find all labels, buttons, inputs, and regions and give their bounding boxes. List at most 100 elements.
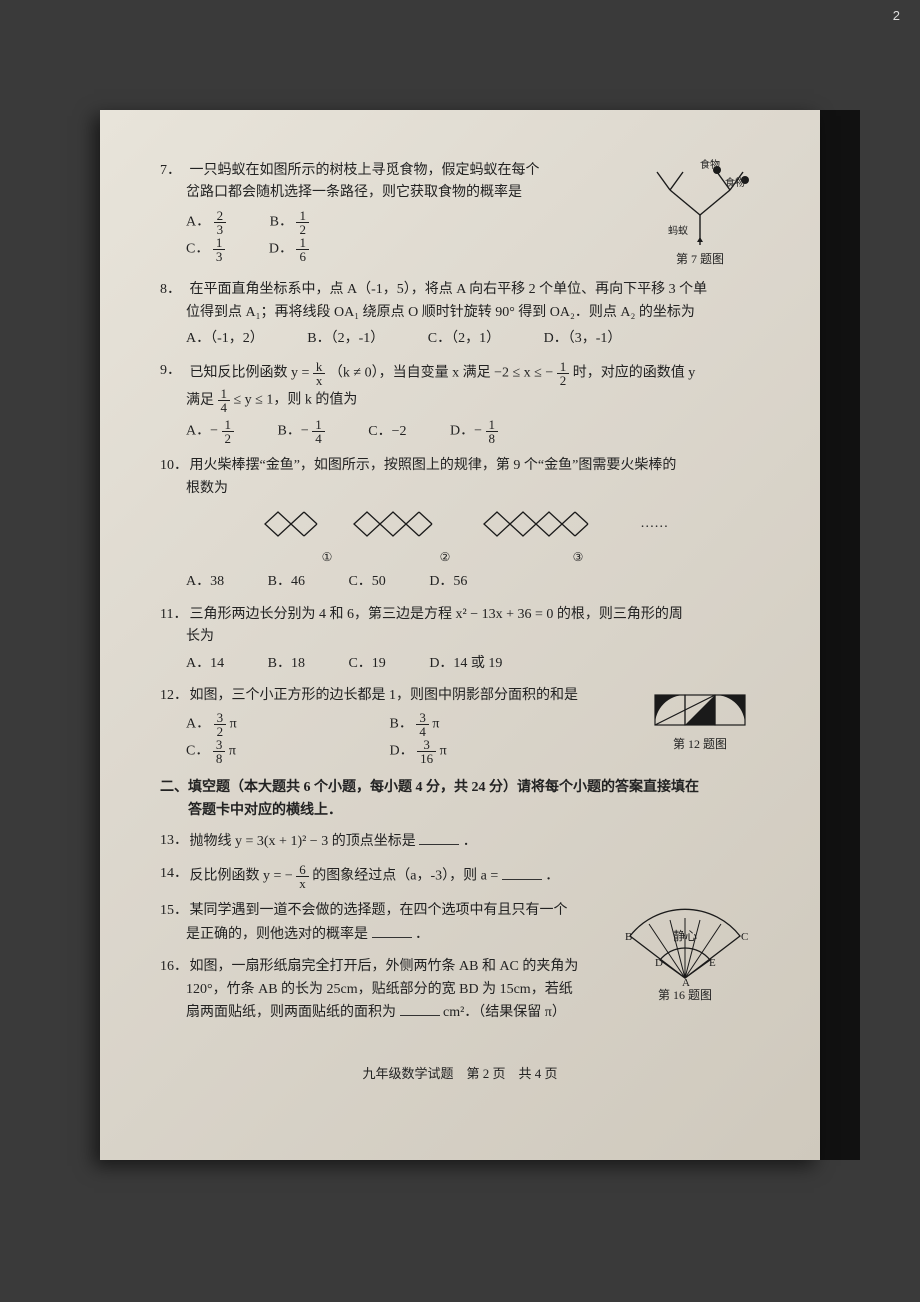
q10-optB: B．46 (268, 571, 305, 593)
q12-optC: C． 38 π (186, 738, 386, 765)
page-footer: 九年级数学试题 第 2 页 共 4 页 (160, 1064, 760, 1085)
q9-optD: D．− 18 (450, 418, 498, 445)
q7-optD: D． 16 (269, 236, 309, 263)
q12-options: A． 32 π B． 34 π C． 38 π D． 316 π (186, 711, 606, 765)
fish-1 (260, 506, 330, 542)
question-10: 10． 用火柴棒摆“金鱼”，如图所示，按照图上的规律，第 9 个“金鱼”图需要火… (160, 455, 760, 593)
q15-blank (372, 923, 412, 938)
q8-optC: C．（2，1） (428, 328, 500, 350)
q16-figure: 静心 B C D E A 第 16 题图 (610, 906, 760, 1005)
q9-optC: C．−2 (368, 421, 406, 443)
q16-blank (400, 1001, 440, 1016)
q9-text-post: 时，对应的函数值 y (573, 366, 696, 381)
fan-text: 静心 (673, 929, 697, 943)
q11-optC: C．19 (348, 653, 385, 675)
q16-unit: cm²．（结果保留 π） (443, 1005, 566, 1020)
q16-text-2: 120°，竹条 AB 的长为 25cm，贴纸部分的宽 BD 为 15cm，若纸 (186, 982, 573, 997)
q7-ant: 蚂蚁 (668, 224, 688, 240)
q16-text-3: 扇两面贴纸，则两面贴纸的面积为 (186, 1005, 396, 1020)
q9-text-l2-pre: 满足 (186, 393, 218, 408)
q12-optB: B． 34 π (390, 711, 590, 738)
q13-num: 13． (160, 830, 186, 852)
q10-text-1: 用火柴棒摆“金鱼”，如图所示，按照图上的规律，第 9 个“金鱼”图需要火柴棒的 (190, 458, 677, 473)
scan-edge (820, 110, 860, 1160)
question-14: 14． 反比例函数 y = − 6x 的图象经过点（a，-3），则 a = ． (160, 863, 760, 890)
fish-3 (479, 506, 629, 542)
svg-text:D: D (655, 957, 663, 969)
q12-num: 12． (160, 685, 186, 707)
q15-text-2: 是正确的，则他选对的概率是 (186, 927, 368, 942)
q10-options: A．38 B．46 C．50 D．56 (186, 571, 760, 593)
svg-text:A: A (682, 977, 690, 986)
q10-dots: …… (640, 516, 668, 531)
question-13: 13． 抛物线 y = 3(x + 1)² − 3 的顶点坐标是 ． (160, 830, 760, 853)
q8-num: 8． (160, 279, 186, 301)
q9-num: 9． (160, 360, 186, 382)
q10-optC: C．50 (348, 571, 385, 593)
q12-figure: 第 12 题图 (640, 685, 760, 754)
question-9: 9． 已知反比例函数 y = kx （k ≠ 0），当自变量 x 满足 −2 ≤… (160, 360, 760, 445)
q7-optA: A． 23 (186, 209, 226, 236)
q14-text-mid: 的图象经过点（a，-3），则 a = (312, 869, 498, 884)
q11-optD: D．14 或 19 (429, 653, 502, 675)
q8-text-1: 在平面直角坐标系中，点 A（-1，5），将点 A 向右平移 2 个单位、再向下平… (190, 282, 708, 297)
q16-caption: 第 16 题图 (610, 986, 760, 1005)
q10-num: 10． (160, 455, 186, 477)
q13-text: 抛物线 y = 3(x + 1)² − 3 的顶点坐标是 (190, 834, 416, 849)
q11-options: A．14 B．18 C．19 D．14 或 19 (186, 653, 760, 675)
q8-text-2: 位得到点 A₁；再将线段 OA₁ 绕原点 O 顺时针旋转 90° 得到 OA₂．… (186, 305, 695, 320)
q7-food1: 食物 (700, 158, 720, 174)
q8-optD: D．（3，-1） (544, 328, 622, 350)
q12-optD: D． 316 π (390, 738, 590, 765)
svg-text:E: E (709, 957, 716, 969)
q7-optC: C． 13 (186, 236, 225, 263)
fish-2 (349, 506, 459, 542)
q7-text-1: 一只蚂蚁在如图所示的树枝上寻觅食物，假定蚂蚁在每个 (190, 163, 540, 178)
q13-blank (419, 830, 459, 845)
q12-optA: A． 32 π (186, 711, 386, 738)
top-page-number: 2 (893, 8, 900, 23)
q14-num: 14． (160, 863, 186, 885)
q8-optA: A．（-1，2） (186, 328, 264, 350)
question-12: 第 12 题图 12． 如图，三个小正方形的边长都是 1，则图中阴影部分面积的和… (160, 685, 760, 765)
q15-text-1: 某同学遇到一道不会做的选择题，在四个选项中有且只有一个 (190, 903, 568, 918)
q11-text-2: 长为 (186, 629, 214, 644)
q14-blank (502, 865, 542, 880)
q10-text-2: 根数为 (186, 481, 228, 496)
question-8: 8． 在平面直角坐标系中，点 A（-1，5），将点 A 向右平移 2 个单位、再… (160, 279, 760, 350)
q7-optB: B． 12 (270, 209, 309, 236)
q11-optB: B．18 (268, 653, 305, 675)
q11-optA: A．14 (186, 653, 224, 675)
q9-kneq: （k ≠ 0），当自变量 x 满足 −2 ≤ x ≤ − (329, 366, 553, 381)
q7-num: 7． (160, 160, 186, 182)
q10-optD: D．56 (429, 571, 467, 593)
svg-text:C: C (741, 931, 748, 943)
page-outer: 2 (0, 0, 920, 1302)
q9-optA: A．− 12 (186, 418, 234, 445)
q10-optA: A．38 (186, 571, 224, 593)
section-2-heading: 二、填空题（本大题共 6 个小题，每小题 4 分，共 24 分）请将每个小题的答… (160, 777, 760, 822)
q10-circle-labels: ① ② ③ (160, 548, 760, 567)
question-11: 11． 三角形两边长分别为 4 和 6，第三边是方程 x² − 13x + 36… (160, 604, 760, 675)
q8-optB: B．（2，-1） (307, 328, 384, 350)
q14-text-pre: 反比例函数 (190, 869, 264, 884)
q10-figure-row: …… (160, 506, 760, 542)
q15-num: 15． (160, 900, 186, 922)
svg-text:B: B (625, 931, 632, 943)
q11-num: 11． (160, 604, 186, 626)
q8-options: A．（-1，2） B．（2，-1） C．（2，1） D．（3，-1） (186, 328, 760, 350)
q12-caption: 第 12 题图 (640, 735, 760, 754)
q7-food2: 食物 (725, 176, 745, 192)
q16-text-1: 如图，一扇形纸扇完全打开后，外侧两竹条 AB 和 AC 的夹角为 (190, 959, 579, 974)
q7-caption: 第 7 题图 (640, 250, 760, 269)
q12-text: 如图，三个小正方形的边长都是 1，则图中阴影部分面积的和是 (190, 688, 579, 703)
q7-text-2: 岔路口都会随机选择一条路径，则它获取食物的概率是 (186, 185, 522, 200)
q16-num: 16． (160, 956, 186, 978)
q11-text-1: 三角形两边长分别为 4 和 6，第三边是方程 x² − 13x + 36 = 0… (190, 607, 683, 622)
q7-figure: 食物 食物 蚂蚁 第 7 题图 (640, 160, 760, 269)
question-7: 食物 食物 蚂蚁 第 7 题图 7． 一只蚂蚁在如图所示的树枝上寻觅食物，假定蚂… (160, 160, 760, 269)
q9-optB: B．− 14 (278, 418, 325, 445)
q9-text-pre: 已知反比例函数 (190, 366, 292, 381)
q9-options: A．− 12 B．− 14 C．−2 D．− 18 (186, 418, 760, 445)
q9-text-l2-post: ≤ y ≤ 1，则 k 的值为 (234, 393, 358, 408)
